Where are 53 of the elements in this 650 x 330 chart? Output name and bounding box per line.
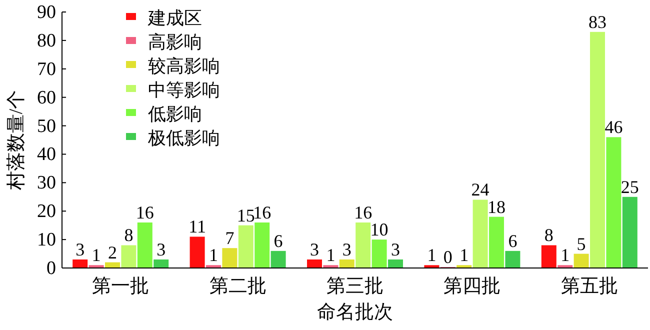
data-label: 25 <box>620 176 639 197</box>
legend-label: 低影响 <box>148 104 202 124</box>
data-label: 1 <box>326 245 336 266</box>
data-label: 8 <box>544 225 554 246</box>
data-label: 3 <box>342 239 352 260</box>
y-tick-label: 20 <box>37 201 56 222</box>
legend-label: 高影响 <box>148 32 202 52</box>
data-label: 15 <box>236 205 255 226</box>
data-label: 1 <box>209 245 218 266</box>
data-label: 8 <box>124 225 134 246</box>
x-axis-title: 命名批次 <box>317 302 393 323</box>
data-label: 83 <box>588 12 606 32</box>
y-tick-label: 80 <box>37 30 56 52</box>
y-tick-label: 0 <box>46 258 56 279</box>
data-label: 7 <box>225 228 234 248</box>
data-label: 2 <box>108 242 117 262</box>
y-tick-label: 90 <box>37 2 56 23</box>
data-label: 1 <box>560 245 570 266</box>
data-label: 46 <box>604 117 623 138</box>
x-tick-label: 第四批 <box>444 276 501 297</box>
x-tick-label: 第五批 <box>560 276 618 297</box>
y-tick-label: 10 <box>37 230 56 251</box>
y-tick-label: 60 <box>37 87 56 108</box>
x-tick-label: 第三批 <box>326 276 384 297</box>
data-label: 3 <box>310 239 319 260</box>
legend-label: 建成区 <box>147 8 202 28</box>
y-tick-label: 40 <box>37 144 56 166</box>
data-label: 6 <box>508 230 518 251</box>
data-label: 1 <box>460 245 469 266</box>
data-label: 6 <box>274 230 283 251</box>
y-axis-title: 村落数量/个 <box>6 90 27 192</box>
legend-label: 较高影响 <box>148 56 220 76</box>
legend-label: 极低影响 <box>147 128 220 148</box>
data-label: 16 <box>136 202 154 222</box>
data-label: 18 <box>488 196 506 217</box>
data-label: 3 <box>156 239 166 260</box>
data-label: 1 <box>92 245 101 266</box>
y-tick-label: 50 <box>37 116 56 137</box>
data-label: 1 <box>427 245 436 266</box>
data-label: 3 <box>76 239 85 260</box>
y-tick-label: 30 <box>37 172 56 194</box>
legend-label: 中等影响 <box>148 80 220 100</box>
x-tick-label: 第一批 <box>92 276 150 297</box>
data-label: 24 <box>471 180 490 200</box>
data-label: 16 <box>354 202 372 222</box>
data-label: 5 <box>576 234 586 254</box>
data-label: 11 <box>188 216 206 237</box>
data-label: 0 <box>443 247 452 267</box>
data-label: 10 <box>370 220 388 240</box>
data-label: 3 <box>391 239 400 260</box>
y-tick-label: 70 <box>37 58 56 80</box>
data-label: 16 <box>253 202 272 222</box>
x-tick-label: 第二批 <box>209 276 266 297</box>
